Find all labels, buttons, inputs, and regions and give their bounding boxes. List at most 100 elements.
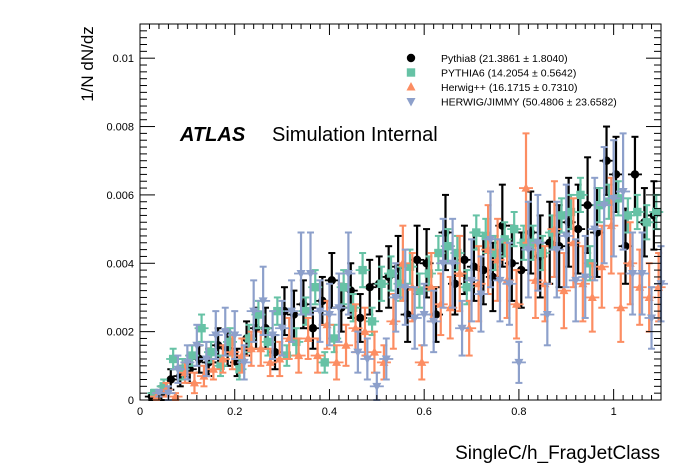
data-point xyxy=(329,334,339,343)
x-tick-label: 0.8 xyxy=(511,406,526,418)
data-point xyxy=(294,350,304,360)
data-point xyxy=(187,351,197,360)
legend-entry: PYTHIA6 (14.2054 ± 0.5642) xyxy=(406,68,576,80)
data-point xyxy=(630,170,640,179)
data-point xyxy=(455,268,465,278)
data-point xyxy=(386,269,396,278)
data-point xyxy=(583,200,592,210)
data-point xyxy=(166,375,175,384)
data-point xyxy=(258,297,268,306)
data-point xyxy=(230,331,240,341)
data-point xyxy=(348,303,358,312)
legend-label: Herwig++ (16.1715 ± 0.7310) xyxy=(441,82,578,94)
data-point xyxy=(306,270,316,279)
data-point xyxy=(443,241,453,251)
data-point xyxy=(571,276,581,286)
data-point xyxy=(173,365,183,375)
data-point xyxy=(246,343,256,353)
data-point xyxy=(356,313,365,323)
data-point xyxy=(216,361,225,371)
data-point xyxy=(324,311,334,320)
legend-label: PYTHIA6 (14.2054 ± 0.5642) xyxy=(441,68,576,80)
data-point xyxy=(481,231,490,241)
data-point xyxy=(159,382,168,391)
legend-marker xyxy=(406,53,416,63)
data-point xyxy=(343,270,353,279)
data-point xyxy=(623,211,633,220)
data-point xyxy=(512,299,522,308)
data-point xyxy=(616,302,626,312)
data-point xyxy=(533,239,543,248)
data-point xyxy=(268,331,278,341)
simulation-label: Simulation Internal xyxy=(272,124,438,146)
data-point xyxy=(500,235,509,244)
data-point xyxy=(334,304,344,313)
data-point xyxy=(201,355,211,364)
data-point xyxy=(391,293,401,303)
data-point xyxy=(647,314,657,323)
data-point xyxy=(557,211,566,220)
data-point xyxy=(561,232,571,241)
data-point xyxy=(628,270,638,279)
data-point xyxy=(426,282,436,291)
data-point xyxy=(448,259,458,269)
data-point xyxy=(369,347,379,356)
data-point xyxy=(275,353,285,363)
y-tick-label: 0.008 xyxy=(106,122,134,134)
data-point xyxy=(353,348,363,358)
data-point xyxy=(311,283,320,292)
data-point xyxy=(256,343,266,353)
legend-marker xyxy=(406,68,416,77)
data-point xyxy=(453,248,462,258)
data-point xyxy=(239,358,249,368)
data-point xyxy=(192,341,202,351)
data-point xyxy=(292,337,301,347)
data-point xyxy=(189,377,199,387)
legend-marker xyxy=(406,98,416,107)
data-point xyxy=(235,365,244,374)
data-point xyxy=(637,270,647,279)
data-point xyxy=(618,187,628,197)
data-point xyxy=(609,194,619,204)
data-point xyxy=(367,317,377,326)
data-point xyxy=(218,353,228,363)
data-point xyxy=(521,183,531,192)
atlas-label: ATLAS xyxy=(179,124,246,146)
data-layer xyxy=(144,125,668,401)
data-point xyxy=(168,354,178,364)
data-point xyxy=(514,358,524,368)
data-point xyxy=(462,283,472,292)
data-point xyxy=(485,235,495,245)
data-point xyxy=(576,190,585,200)
data-point xyxy=(351,323,361,332)
data-point xyxy=(154,389,164,399)
data-point xyxy=(220,328,230,337)
series-3 xyxy=(151,132,668,401)
data-point xyxy=(273,306,282,316)
data-point xyxy=(263,337,273,347)
data-point xyxy=(599,201,609,211)
data-point xyxy=(538,248,547,258)
data-point xyxy=(517,265,526,275)
legend-entry: HERWIG/JIMMY (50.4806 ± 23.6582) xyxy=(406,97,617,109)
data-point xyxy=(301,306,310,316)
y-tick-label: 0.004 xyxy=(106,258,134,270)
y-tick-label: 0.006 xyxy=(106,190,134,202)
x-tick-label: 0 xyxy=(137,406,143,418)
data-point xyxy=(313,350,323,360)
data-point xyxy=(396,279,405,288)
data-point xyxy=(163,389,173,399)
data-point xyxy=(360,326,370,336)
data-point xyxy=(339,283,348,292)
data-point xyxy=(597,261,607,271)
data-point xyxy=(415,286,424,295)
x-tick-label: 0.2 xyxy=(227,406,242,418)
data-point xyxy=(566,207,576,217)
data-point xyxy=(472,228,481,237)
x-tick-label: 0.4 xyxy=(322,406,337,418)
data-point xyxy=(303,333,313,342)
data-point xyxy=(552,246,562,255)
plot-frame xyxy=(139,23,662,401)
data-point xyxy=(308,324,318,333)
data-point xyxy=(559,285,569,295)
